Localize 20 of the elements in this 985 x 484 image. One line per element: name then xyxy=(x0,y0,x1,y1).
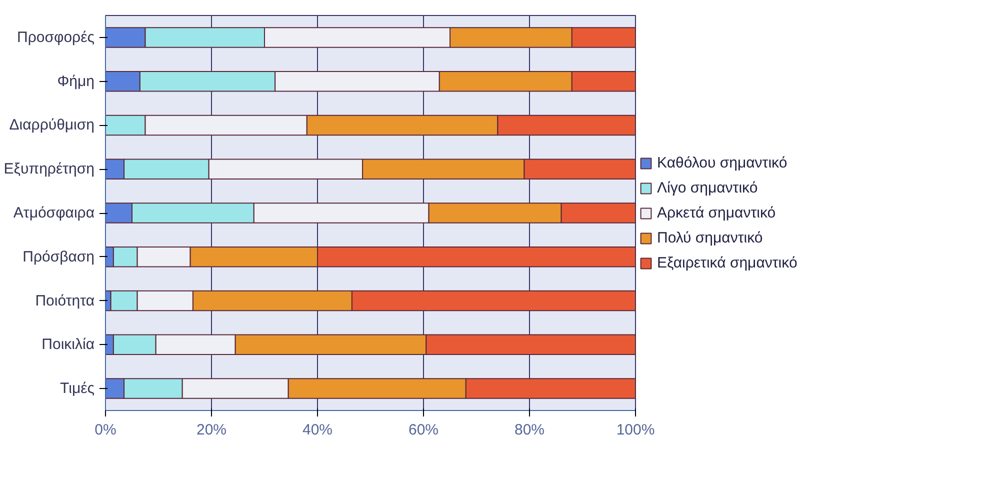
y-tick-label: Ποικιλία xyxy=(42,336,95,354)
y-tick-label: Διαρρύθμιση xyxy=(9,116,95,134)
y-tick-label: Εξυπηρέτηση xyxy=(4,160,94,178)
x-tick-label: 100% xyxy=(616,422,655,438)
y-tick-label: Ατμόσφαιρα xyxy=(13,204,95,222)
y-tick-label: Φήμη xyxy=(57,72,94,90)
legend-label: Εξαιρετικά σημαντικό xyxy=(657,254,798,271)
x-tick-label: 20% xyxy=(196,422,227,438)
y-tick-label: Ποιότητα xyxy=(35,292,95,310)
x-tick-label: 40% xyxy=(302,422,333,438)
y-tick-label: Προσφορές xyxy=(17,28,94,46)
legend-label: Λίγο σημαντικό xyxy=(657,179,758,196)
y-tick-label: Τιμές xyxy=(60,380,95,398)
x-tick-label: 80% xyxy=(514,422,545,438)
legend-label: Καθόλου σημαντικό xyxy=(657,154,788,171)
x-tick-label: 0% xyxy=(94,422,116,438)
legend-label: Αρκετά σημαντικό xyxy=(657,204,776,221)
y-tick-label: Πρόσβαση xyxy=(22,248,95,266)
legend-label: Πολύ σημαντικό xyxy=(657,229,763,246)
x-tick-label: 60% xyxy=(408,422,439,438)
